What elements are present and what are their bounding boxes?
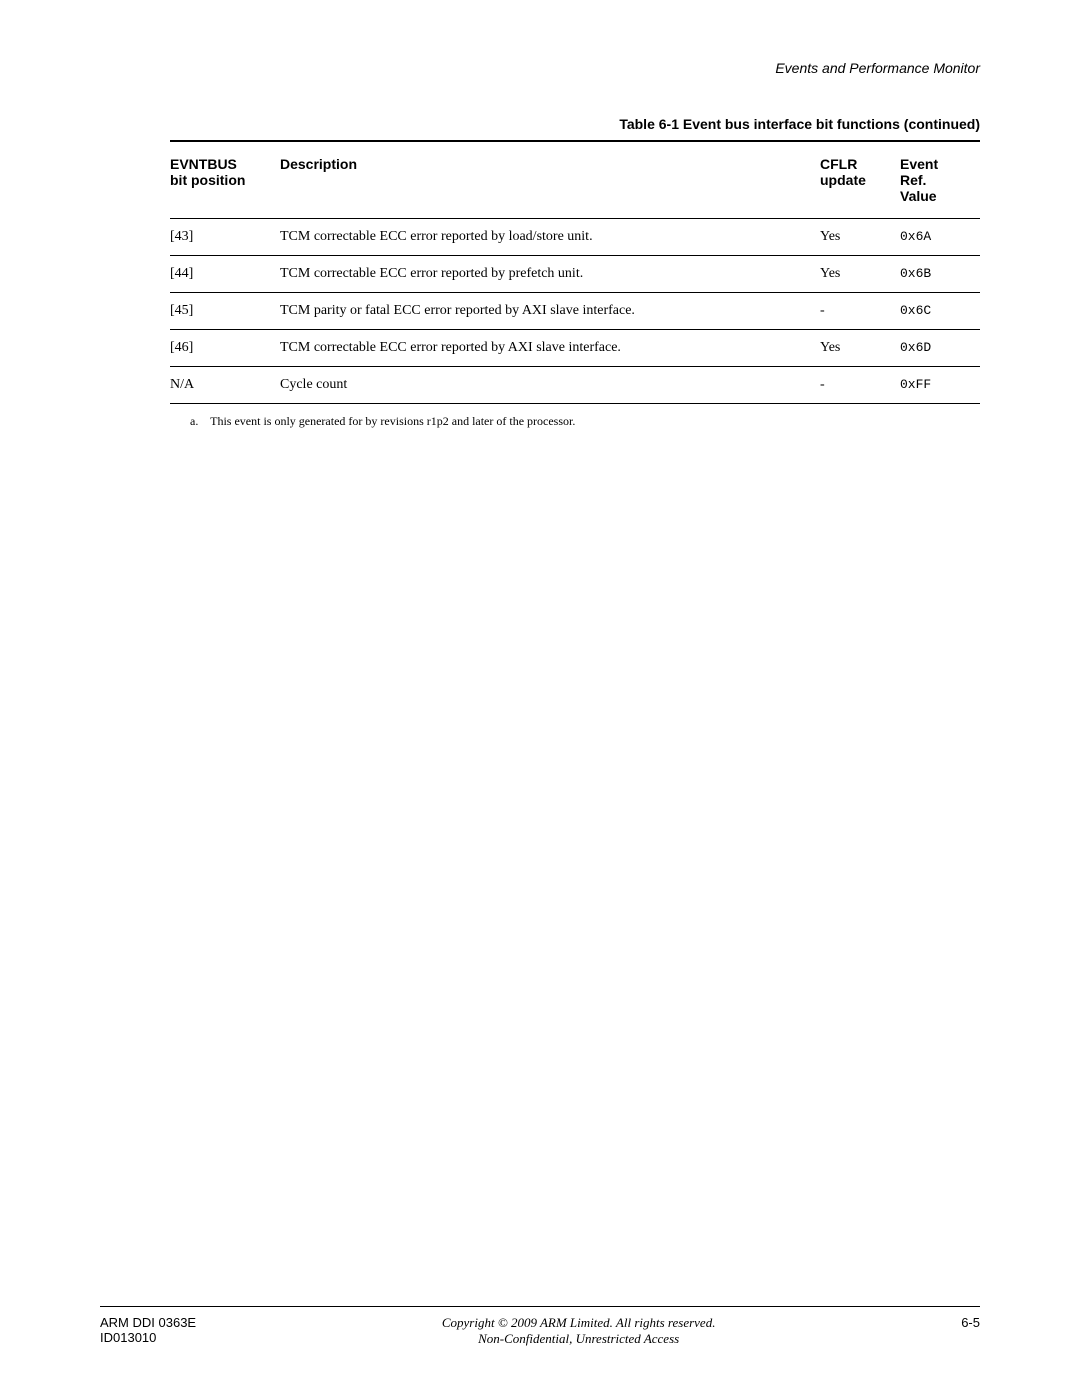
table-row: [43] TCM correctable ECC error reported … — [170, 219, 980, 256]
footer-page-number: 6-5 — [961, 1315, 980, 1330]
cell-cflr: Yes — [820, 219, 900, 256]
cell-description: TCM correctable ECC error reported by lo… — [280, 219, 820, 256]
cell-bitpos: [45] — [170, 293, 280, 330]
copyright-line: Non-Confidential, Unrestricted Access — [478, 1331, 679, 1346]
section-header: Events and Performance Monitor — [100, 60, 980, 76]
cell-event: 0x6B — [900, 256, 980, 293]
doc-id-line: ID013010 — [100, 1330, 156, 1345]
cell-bitpos: [46] — [170, 330, 280, 367]
footnote-text: This event is only generated for by revi… — [210, 414, 575, 428]
cell-description: Cycle count — [280, 367, 820, 404]
footer-copyright: Copyright © 2009 ARM Limited. All rights… — [196, 1315, 961, 1347]
footer-doc-id: ARM DDI 0363E ID013010 — [100, 1315, 196, 1345]
table-footnote: a. This event is only generated for by r… — [190, 414, 980, 429]
doc-id-line: ARM DDI 0363E — [100, 1315, 196, 1330]
cell-event: 0x6D — [900, 330, 980, 367]
cell-cflr: Yes — [820, 330, 900, 367]
cell-description: TCM correctable ECC error reported by pr… — [280, 256, 820, 293]
col-header-text: bit position — [170, 172, 245, 188]
col-header-bitpos: EVNTBUS bit position — [170, 141, 280, 219]
col-header-description: Description — [280, 141, 820, 219]
cell-bitpos: N/A — [170, 367, 280, 404]
col-header-text: Ref. — [900, 172, 926, 188]
cell-description: TCM correctable ECC error reported by AX… — [280, 330, 820, 367]
cell-event: 0x6C — [900, 293, 980, 330]
table-caption: Table 6-1 Event bus interface bit functi… — [100, 116, 980, 132]
table-row: N/A Cycle count - 0xFF — [170, 367, 980, 404]
col-header-text: Value — [900, 188, 937, 204]
table-row: [45] TCM parity or fatal ECC error repor… — [170, 293, 980, 330]
table-row: [46] TCM correctable ECC error reported … — [170, 330, 980, 367]
table-header-row: EVNTBUS bit position Description CFLR up… — [170, 141, 980, 219]
cell-bitpos: [43] — [170, 219, 280, 256]
col-header-text: CFLR — [820, 156, 857, 172]
table-row: [44] TCM correctable ECC error reported … — [170, 256, 980, 293]
event-bus-table: EVNTBUS bit position Description CFLR up… — [170, 140, 980, 404]
cell-cflr: Yes — [820, 256, 900, 293]
cell-description: TCM parity or fatal ECC error reported b… — [280, 293, 820, 330]
cell-event: 0xFF — [900, 367, 980, 404]
col-header-cflr: CFLR update — [820, 141, 900, 219]
cell-event: 0x6A — [900, 219, 980, 256]
col-header-event: Event Ref. Value — [900, 141, 980, 219]
cell-cflr: - — [820, 293, 900, 330]
copyright-line: Copyright © 2009 ARM Limited. All rights… — [442, 1315, 716, 1330]
col-header-text: EVNTBUS — [170, 156, 237, 172]
page-footer: ARM DDI 0363E ID013010 Copyright © 2009 … — [100, 1306, 980, 1347]
col-header-text: Event — [900, 156, 938, 172]
footnote-label: a. — [190, 414, 198, 428]
col-header-text: update — [820, 172, 866, 188]
cell-bitpos: [44] — [170, 256, 280, 293]
cell-cflr: - — [820, 367, 900, 404]
